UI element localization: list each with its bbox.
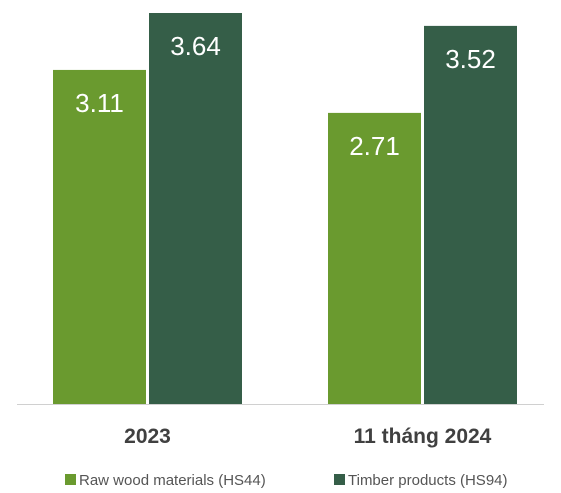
data-label-2023-series-2: 3.64 xyxy=(170,31,221,61)
category-label-2023: 2023 xyxy=(124,425,171,448)
data-label-2023-series-1: 3.11 xyxy=(75,88,124,118)
data-label-11-th-ng-2024-series-1: 2.71 xyxy=(349,131,400,161)
data-label-11-th-ng-2024-series-2: 3.52 xyxy=(445,44,496,74)
bar-2023-series-2 xyxy=(149,13,242,404)
bar-2023-series-1 xyxy=(53,69,146,404)
legend-label-series-1: Raw wood materials (HS44) xyxy=(79,472,266,489)
bar-11-th-ng-2024-series-1 xyxy=(328,112,421,405)
legend-swatch-series-2 xyxy=(334,474,345,485)
legend: Raw wood materials (HS44) Timber products… xyxy=(65,472,508,489)
legend-label-series-2: Timber products (HS94) xyxy=(348,472,508,489)
category-labels: 2023 11 tháng 2024 xyxy=(124,425,492,448)
category-label-11-th-ng-2024: 11 tháng 2024 xyxy=(354,425,492,448)
legend-swatch-series-1 xyxy=(65,474,76,485)
bar-11-th-ng-2024-series-2 xyxy=(424,25,517,405)
bars-layer: 3.11 3.64 2.71 3.52 xyxy=(53,13,517,405)
